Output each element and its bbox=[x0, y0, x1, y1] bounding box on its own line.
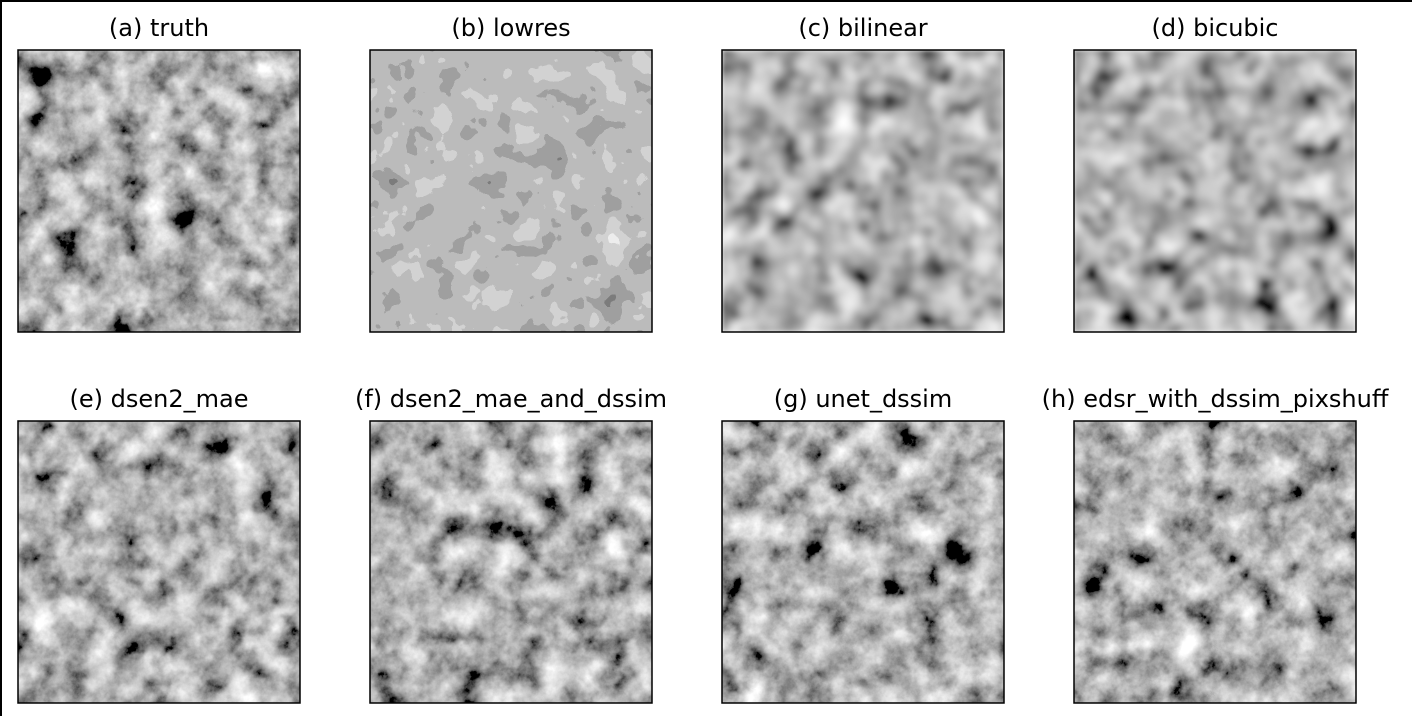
panel-image bbox=[370, 421, 652, 703]
panel-title: (g) unet_dssim bbox=[774, 385, 952, 413]
panel-image bbox=[722, 50, 1004, 332]
panel-title: (d) bicubic bbox=[1152, 14, 1279, 42]
figure: (a) truth (b) lowres (c) bilinear (d) bicub… bbox=[0, 0, 1412, 716]
panel-title: (h) edsr_with_dssim_pixshuff bbox=[1042, 385, 1389, 413]
panel-title: (f) dsen2_mae_and_dssim bbox=[355, 385, 667, 413]
panel-image bbox=[1074, 421, 1356, 703]
panel-image bbox=[370, 50, 652, 332]
panel-title: (c) bilinear bbox=[798, 14, 927, 42]
panel-title: (e) dsen2_mae bbox=[70, 385, 249, 413]
panel-image bbox=[18, 421, 300, 703]
panel-image bbox=[1074, 50, 1356, 332]
panel-image bbox=[18, 50, 300, 332]
panel-image bbox=[722, 421, 1004, 703]
panel-title: (b) lowres bbox=[451, 14, 570, 42]
panel-title: (a) truth bbox=[109, 14, 209, 42]
